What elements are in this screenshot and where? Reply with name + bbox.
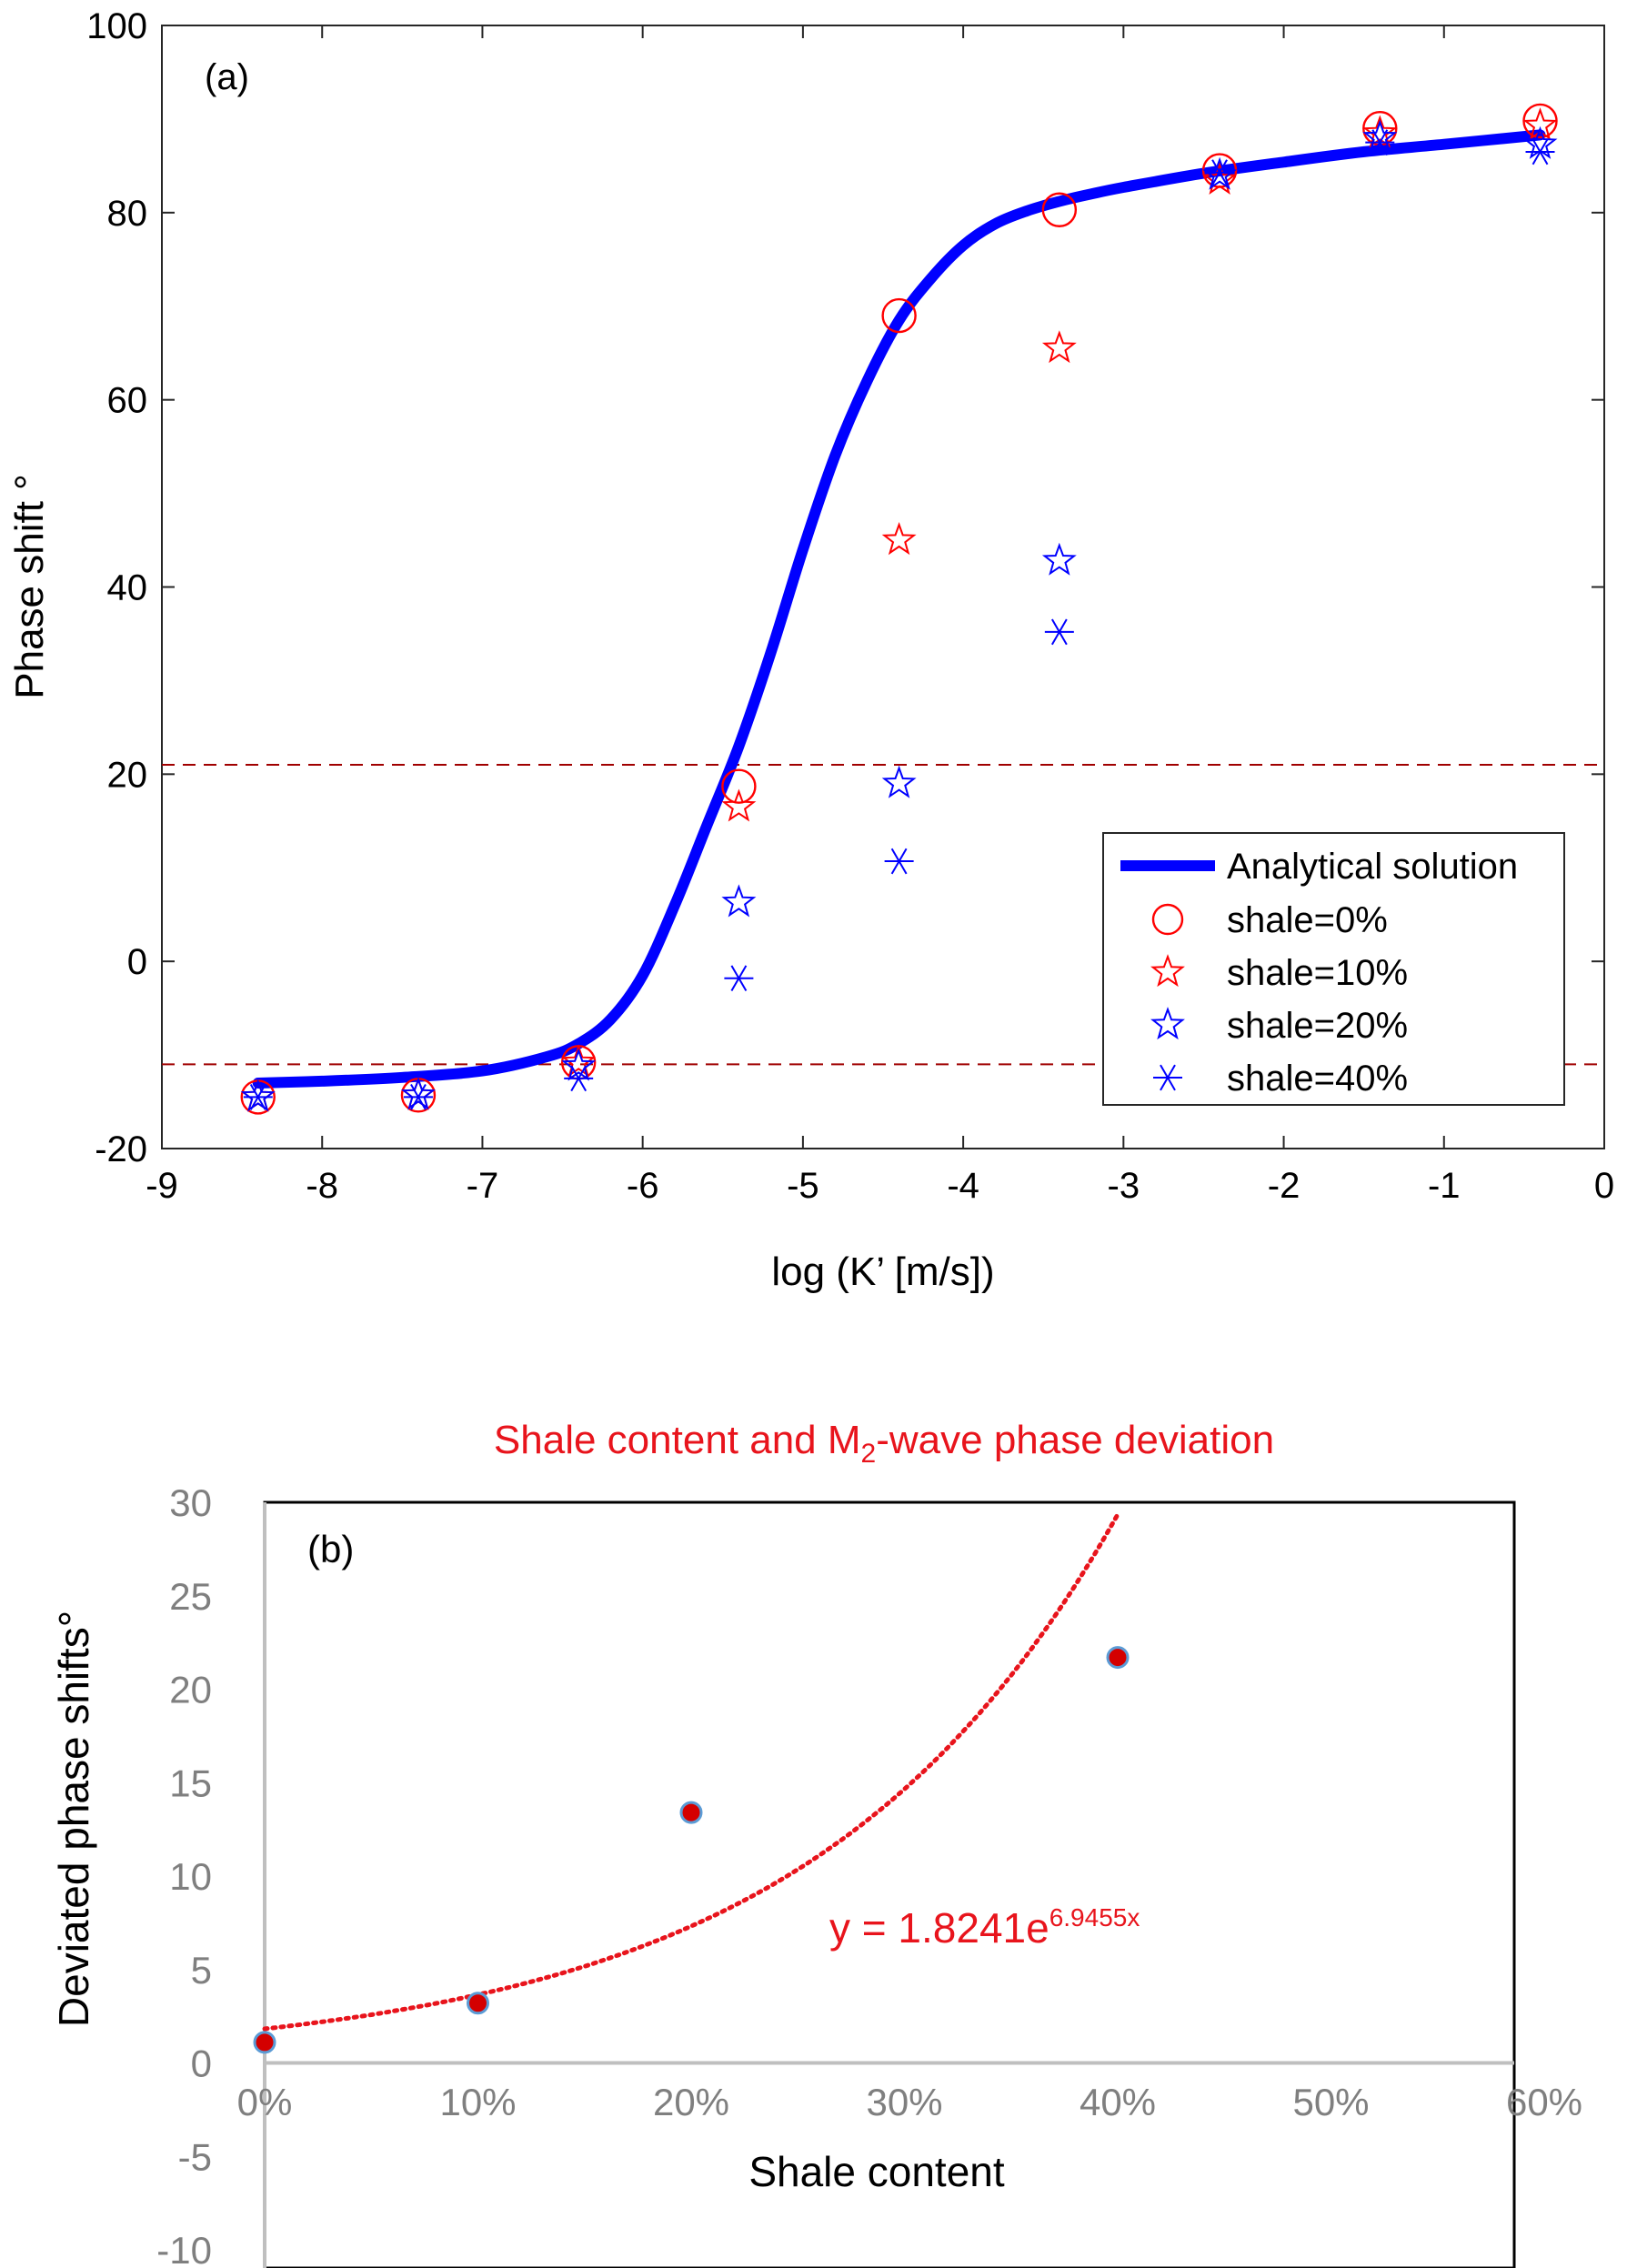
trendline-equation-exponent: 6.9455x [1050,1903,1140,1932]
b-x-tick-label: 0% [237,2081,293,2123]
a-x-tick-label: 0 [1594,1166,1614,1206]
marker-shale-0- [1522,103,1558,139]
b-data-point [679,1801,703,1824]
b-y-tick-label: 20 [169,1669,212,1711]
legend-icon-shale-20- [1150,1007,1185,1040]
marker-shale-10- [721,788,757,822]
marker-shale-40- [564,1065,594,1092]
marker-shale-10- [561,1044,597,1078]
a-x-tick-label: -6 [627,1166,659,1206]
marker-shale-40- [1365,129,1395,156]
b-y-tick-label: 30 [169,1481,212,1524]
marker-shale-0- [721,768,757,804]
a-y-tick-label: -20 [95,1129,147,1169]
panel-b-label: (b) [307,1528,354,1571]
panel-a-label: (a) [205,57,249,97]
marker-shale-20- [561,1048,597,1081]
analytical-solution-curve [252,129,1546,1089]
marker-shale-10- [1522,107,1558,141]
panel-a-chart: -9 -8 -7 -6 -5 -4 -3 -2 -1 0 -20 0 20 40 60 80 100 (a) l… [7,6,1614,1294]
b-data-point [467,1992,489,2015]
marker-shale-20- [1041,542,1077,576]
marker-shale-40- [1205,159,1235,186]
b-y-tick-label: -5 [178,2135,212,2178]
a-x-tick-label: -4 [947,1166,979,1206]
marker-shale-40- [1525,138,1555,166]
legend-icon-shale-10- [1150,954,1185,988]
panel-a-ticks: -9 -8 -7 -6 -5 -4 -3 -2 -1 0 -20 0 20 40 60 80 100 [86,6,1614,1206]
b-y-tick-label: -10 [156,2229,212,2268]
b-y-tick-label: 5 [191,1949,212,1992]
a-x-tick-label: -7 [467,1166,499,1206]
a-x-tick-label: -3 [1108,1166,1140,1206]
marker-shale-40- [884,848,914,875]
marker-shale-10- [1202,161,1237,195]
panel-b-axes [263,1502,1514,2268]
b-x-tick-label: 30% [866,2081,942,2123]
a-y-tick-label: 0 [127,942,147,982]
b-y-tick-label: 10 [169,1855,212,1898]
b-y-tick-label: 0 [191,2042,212,2085]
marker-shale-20- [721,884,757,918]
marker-shale-10- [1362,115,1398,148]
panel-b-title-rest: -wave phase deviation [876,1418,1274,1462]
legend-icon-shale-40- [1153,1064,1182,1091]
panel-b-y-axis-label: Deviated phase shifts° [50,1611,97,2027]
trendline-equation-main: y = 1.8241e [829,1904,1050,1952]
a-x-tick-label: -5 [787,1166,819,1206]
legend-icons [1150,903,1185,1091]
marker-shale-40- [403,1084,433,1110]
panel-a-y-axis-label: Phase shift ° [7,474,52,699]
panel-b-title-subscript: 2 [861,1439,877,1469]
panel-b-x-axis-label: Shale content [748,2148,1005,2195]
panel-a-x-axis-label: log (K’ [m/s]) [771,1249,994,1294]
marker-shale-40- [243,1084,273,1110]
a-y-tick-label: 40 [107,568,148,608]
panel-a-legend: Analytical solution shale=0% shale=10% s… [1102,832,1565,1106]
marker-shale-20- [881,765,917,798]
marker-shale-10- [1041,330,1077,364]
marker-shale-20- [240,1079,276,1112]
a-x-tick-label: -8 [306,1166,338,1206]
marker-shale-40- [724,965,754,992]
marker-shale-10- [881,522,917,556]
a-x-tick-label: -1 [1428,1166,1461,1206]
legend-entry-analytical: Analytical solution [1227,847,1518,887]
a-x-tick-label: -2 [1268,1166,1301,1206]
legend-icon-shale-0- [1151,903,1184,936]
b-y-tick-label: 25 [169,1575,212,1618]
a-y-tick-label: 100 [86,6,147,46]
marker-shale-40- [1044,618,1074,646]
a-y-tick-label: 80 [107,194,148,234]
legend-entry-shale-40: shale=40% [1227,1059,1408,1099]
marker-shale-0- [881,297,917,334]
b-x-tick-label: 50% [1292,2081,1369,2123]
exponential-trendline [262,1511,1120,2032]
b-y-tick-label: 15 [169,1761,212,1804]
panel-b-title: Shale content and M2-wave phase deviatio… [494,1418,1274,1469]
legend-entry-shale-20: shale=20% [1227,1006,1408,1046]
panel-a-markers [240,103,1558,1115]
b-x-tick-label: 10% [439,2081,516,2123]
panel-b-data-points [253,1646,1130,2054]
marker-shale-20- [401,1077,436,1110]
b-data-point [1106,1646,1130,1670]
legend-entry-shale-10: shale=10% [1227,953,1408,993]
b-data-point [253,2031,276,2054]
b-x-tick-label: 20% [653,2081,729,2123]
panel-b-title-main: Shale content and M [494,1418,861,1462]
a-x-tick-label: -9 [146,1166,178,1206]
b-x-tick-label: 40% [1080,2081,1156,2123]
a-y-tick-label: 60 [107,381,148,421]
legend-entry-shale-0: shale=0% [1227,900,1388,940]
b-x-tick-label: 60% [1506,2081,1582,2123]
panel-b-chart: Shale content and M2-wave phase deviatio… [50,1418,1582,2268]
marker-shale-0- [1041,192,1078,227]
a-y-tick-label: 20 [107,755,148,795]
trendline-equation: y = 1.8241e6.9455x [829,1903,1140,1952]
panel-b-tick-labels: -10 -5 0 5 10 15 20 25 30 0% 10% 20% 30% 40% 50% 60% [156,1481,1582,2268]
marker-shale-20- [1202,156,1237,190]
